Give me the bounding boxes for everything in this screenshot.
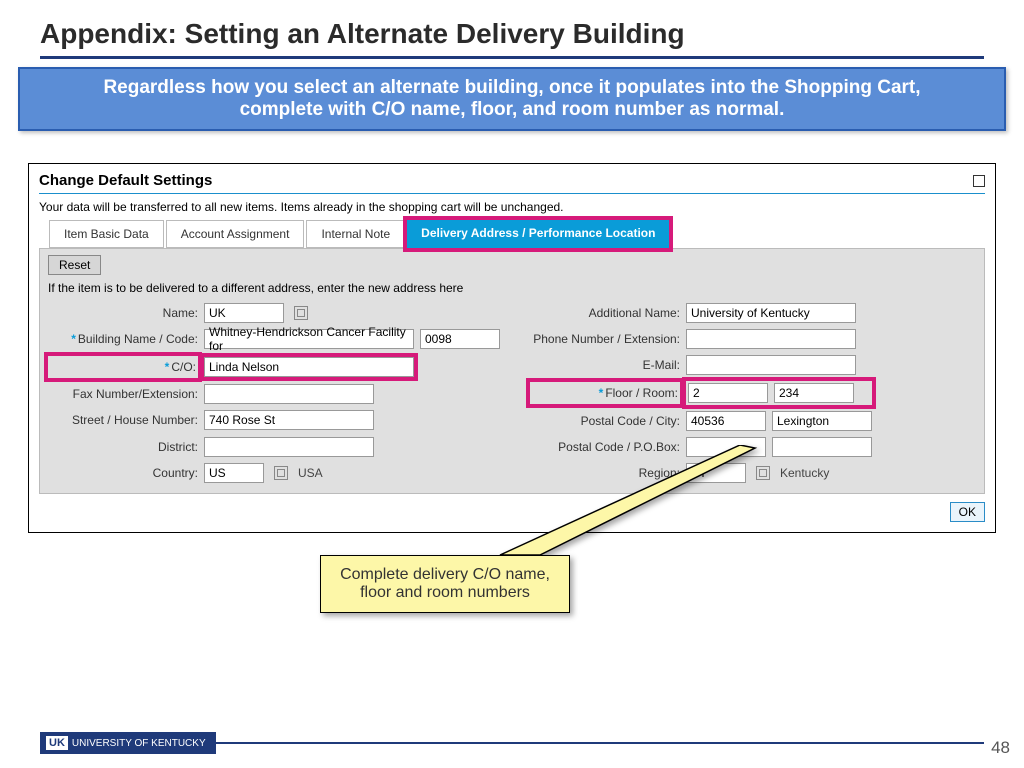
city-input[interactable]: Lexington: [772, 411, 872, 431]
district-label: District:: [48, 440, 198, 454]
callout-arrow-icon: [320, 445, 820, 565]
addl-name-label: Additional Name:: [530, 306, 680, 320]
panel-title: Change Default Settings: [39, 172, 212, 189]
footer: UK UNIVERSITY OF KENTUCKY: [0, 742, 1024, 744]
building-label: Building Name / Code:: [48, 332, 198, 346]
ok-button[interactable]: OK: [950, 502, 985, 522]
country-label: Country:: [48, 466, 198, 480]
callout-box: Complete delivery C/O name, floor and ro…: [320, 555, 570, 613]
floor-room-label: Floor / Room:: [530, 382, 680, 404]
callout-line-2: floor and room numbers: [333, 584, 557, 602]
co-label: C/O:: [48, 356, 198, 378]
postal-city-label: Postal Code / City:: [530, 414, 680, 428]
floor-input[interactable]: 2: [688, 383, 768, 403]
country-picker-icon[interactable]: [274, 466, 288, 480]
tab-delivery-address[interactable]: Delivery Address / Performance Location: [407, 220, 669, 248]
uk-mark: UK: [46, 736, 68, 750]
co-input[interactable]: Linda Nelson: [204, 357, 414, 377]
banner-line-2: complete with C/O name, floor, and room …: [40, 99, 984, 121]
addl-name-input[interactable]: University of Kentucky: [686, 303, 856, 323]
country-input[interactable]: US: [204, 463, 264, 483]
tab-internal-note[interactable]: Internal Note: [306, 220, 405, 248]
instruction-banner: Regardless how you select an alternate b…: [18, 67, 1006, 131]
name-picker-icon[interactable]: [294, 306, 308, 320]
page-number: 48: [991, 738, 1010, 758]
phone-input[interactable]: [686, 329, 856, 349]
phone-label: Phone Number / Extension:: [530, 332, 680, 346]
country-name: USA: [298, 466, 323, 480]
building-code-input[interactable]: 0098: [420, 329, 500, 349]
banner-line-1: Regardless how you select an alternate b…: [40, 77, 984, 99]
postal-input[interactable]: 40536: [686, 411, 766, 431]
form-helper: If the item is to be delivered to a diff…: [48, 281, 976, 295]
slide-title: Appendix: Setting an Alternate Delivery …: [0, 0, 1024, 56]
street-input[interactable]: 740 Rose St: [204, 410, 374, 430]
email-label: E-Mail:: [530, 358, 680, 372]
street-label: Street / House Number:: [48, 413, 198, 427]
email-input[interactable]: [686, 355, 856, 375]
name-input[interactable]: UK: [204, 303, 284, 323]
panel-divider: [39, 193, 985, 194]
title-underline: [40, 56, 984, 59]
reset-button[interactable]: Reset: [48, 255, 101, 275]
room-input[interactable]: 234: [774, 383, 854, 403]
name-label: Name:: [48, 306, 198, 320]
tab-item-basic[interactable]: Item Basic Data: [49, 220, 164, 248]
maximize-icon[interactable]: [973, 175, 985, 187]
fax-input[interactable]: [204, 384, 374, 404]
callout-line-1: Complete delivery C/O name,: [333, 566, 557, 584]
panel-note: Your data will be transferred to all new…: [39, 200, 985, 214]
tab-bar: Item Basic Data Account Assignment Inter…: [39, 220, 985, 248]
building-name-input[interactable]: Whitney-Hendrickson Cancer Facility for: [204, 329, 414, 349]
uk-text: UNIVERSITY OF KENTUCKY: [72, 738, 206, 749]
tab-account-assignment[interactable]: Account Assignment: [166, 220, 305, 248]
uk-logo: UK UNIVERSITY OF KENTUCKY: [40, 732, 216, 754]
fax-label: Fax Number/Extension:: [48, 387, 198, 401]
